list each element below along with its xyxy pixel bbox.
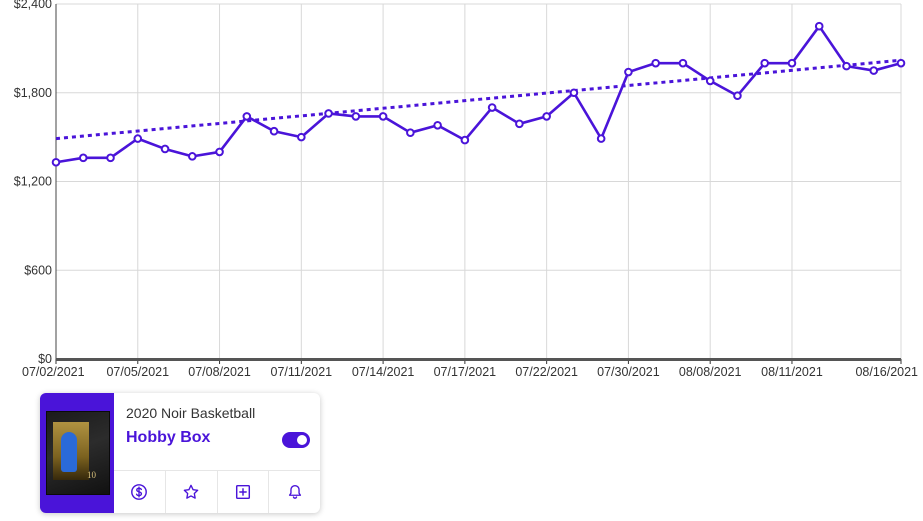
card-actions xyxy=(114,470,320,513)
x-tick-label: 08/16/2021 xyxy=(855,365,918,379)
price-chart: $0 $600 $1,200 $1,800 $2,400 07/02/2021 07/05/… xyxy=(14,0,918,379)
tick-labels-layer: $0 $600 $1,200 $1,800 $2,400 07/02/2021 07/05/… xyxy=(14,0,918,379)
x-tick-label: 07/05/2021 xyxy=(106,365,169,379)
price-point xyxy=(678,58,688,68)
price-point xyxy=(187,152,197,161)
star-icon xyxy=(183,484,199,499)
price-point xyxy=(460,135,470,145)
y-tick-label: $600 xyxy=(24,263,52,277)
product-set-name: 2020 Noir Basketball xyxy=(126,405,256,421)
price-point xyxy=(269,126,279,136)
product-info: 2020 Noir Basketball Hobby Box xyxy=(126,393,320,469)
y-tick-label: $1,200 xyxy=(14,175,52,189)
price-point xyxy=(760,58,770,68)
bell-icon xyxy=(288,485,301,499)
price-point xyxy=(406,128,415,137)
x-tick-label: 07/17/2021 xyxy=(434,365,497,379)
price-point xyxy=(705,76,715,86)
x-tick-label: 07/02/2021 xyxy=(22,365,85,379)
price-point xyxy=(160,144,170,154)
price-point xyxy=(324,109,333,118)
price-line xyxy=(55,24,902,164)
x-tick-label: 07/22/2021 xyxy=(515,365,578,379)
price-point xyxy=(733,91,742,101)
x-tick-label: 08/08/2021 xyxy=(679,365,742,379)
price-point xyxy=(51,157,61,167)
y-tick-label: $2,400 xyxy=(14,0,52,11)
box-art-player xyxy=(61,432,77,472)
price-point xyxy=(569,88,579,98)
box-art-number: 10 xyxy=(87,470,96,480)
price-point xyxy=(787,58,797,68)
price-point xyxy=(515,119,524,129)
price-point xyxy=(133,134,143,143)
price-point xyxy=(842,61,851,71)
chart-axes xyxy=(55,4,902,364)
price-button[interactable] xyxy=(114,471,166,513)
favorite-button[interactable] xyxy=(166,471,218,513)
price-alert-button[interactable] xyxy=(269,471,320,513)
x-tick-label: 07/30/2021 xyxy=(597,365,660,379)
add-to-collection-button[interactable] xyxy=(218,471,270,513)
price-points-layer xyxy=(51,21,906,167)
product-image-panel: 10 xyxy=(40,393,114,513)
price-point xyxy=(433,120,442,130)
price-point xyxy=(242,112,252,121)
chart-grid xyxy=(55,3,902,359)
price-line-layer xyxy=(55,24,902,164)
x-tick-label: 07/08/2021 xyxy=(188,365,251,379)
x-tick-label: 07/14/2021 xyxy=(352,365,415,379)
toggle-knob xyxy=(297,435,307,445)
product-title[interactable]: Hobby Box xyxy=(126,429,211,446)
price-point xyxy=(542,112,551,121)
price-point xyxy=(487,103,497,112)
x-tick-label: 07/11/2021 xyxy=(271,365,333,379)
hobby-box-image: 10 xyxy=(46,411,110,495)
product-card[interactable]: 10 2020 Noir Basketball Hobby Box xyxy=(40,393,320,513)
price-point xyxy=(596,134,606,143)
price-point xyxy=(351,112,361,121)
product-toggle[interactable] xyxy=(282,432,310,448)
y-tick-label: $1,800 xyxy=(14,86,52,100)
trend-line xyxy=(55,58,902,141)
price-point xyxy=(896,58,906,68)
x-axis-line xyxy=(56,358,901,361)
price-point xyxy=(378,112,388,121)
dollar-circle-icon xyxy=(131,484,148,500)
price-point xyxy=(624,67,633,77)
price-point xyxy=(106,153,115,163)
plus-square-icon xyxy=(235,484,250,500)
price-point xyxy=(78,153,88,163)
price-point xyxy=(215,147,224,157)
price-point xyxy=(869,66,879,75)
price-point xyxy=(651,58,660,68)
x-tick-label: 08/11/2021 xyxy=(761,365,823,379)
price-point xyxy=(297,132,306,142)
price-point xyxy=(814,21,824,31)
trend-line-layer xyxy=(55,58,902,141)
y-tick-label: $0 xyxy=(38,352,52,366)
